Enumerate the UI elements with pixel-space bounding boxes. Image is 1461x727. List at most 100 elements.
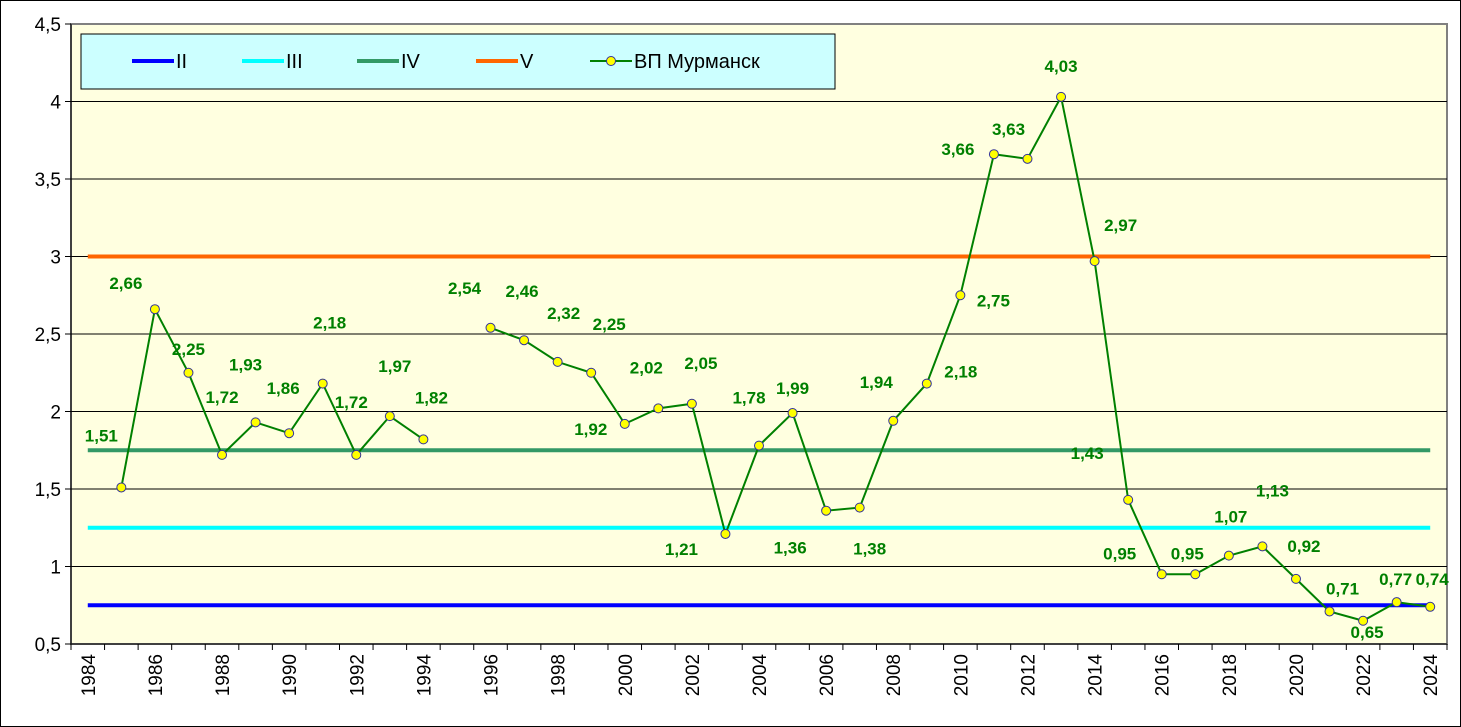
- data-point: [821, 505, 832, 516]
- data-label: 1,07: [1214, 508, 1247, 527]
- data-point: [921, 378, 932, 389]
- y-tick-label: 2,5: [35, 325, 61, 346]
- data-label: 2,46: [506, 282, 539, 301]
- legend-label: IV: [401, 51, 421, 73]
- y-tick-label: 1,5: [35, 480, 61, 501]
- x-tick-label: 2024: [1421, 654, 1442, 697]
- data-label: 1,43: [1071, 444, 1104, 463]
- data-point: [384, 411, 395, 422]
- data-label: 2,25: [172, 340, 205, 359]
- legend-label: III: [286, 51, 303, 73]
- data-label: 1,72: [335, 393, 368, 412]
- data-label: 1,13: [1256, 481, 1289, 500]
- data-point: [552, 356, 563, 367]
- data-label: 1,21: [665, 540, 698, 559]
- data-point: [1324, 606, 1335, 617]
- x-tick-label: 2020: [1287, 654, 1308, 696]
- data-point: [955, 290, 966, 301]
- x-tick-label: 2016: [1153, 654, 1174, 696]
- data-point: [1358, 615, 1369, 626]
- data-label: 2,18: [313, 314, 346, 333]
- data-point: [1056, 91, 1067, 102]
- data-label: 1,51: [85, 426, 118, 445]
- data-label: 1,78: [732, 389, 765, 408]
- data-label: 2,97: [1104, 216, 1137, 235]
- data-point: [653, 403, 664, 414]
- data-point: [1156, 569, 1167, 580]
- y-tick-label: 4: [50, 93, 61, 114]
- data-label: 1,38: [853, 540, 886, 559]
- legend-marker: [606, 56, 616, 66]
- x-tick-label: 2012: [1018, 654, 1039, 696]
- y-tick-label: 2: [50, 403, 61, 424]
- data-point: [754, 440, 764, 451]
- data-label: 2,02: [630, 358, 663, 377]
- data-label: 2,75: [977, 291, 1010, 310]
- data-point: [586, 367, 597, 378]
- x-tick-label: 1984: [79, 654, 100, 697]
- data-label: 2,25: [593, 315, 626, 334]
- x-tick-label: 1998: [549, 654, 570, 696]
- data-point: [351, 449, 362, 460]
- data-label: 1,82: [415, 388, 448, 407]
- data-point: [787, 408, 798, 419]
- data-point: [988, 149, 999, 160]
- data-label: 2,18: [944, 363, 977, 382]
- data-point: [284, 428, 295, 439]
- x-tick-label: 2004: [750, 654, 771, 697]
- data-point: [418, 434, 429, 445]
- data-point: [1391, 597, 1402, 608]
- data-point: [1089, 256, 1100, 267]
- y-tick-label: 1: [50, 558, 61, 579]
- data-point: [116, 482, 127, 493]
- data-point: [217, 449, 228, 460]
- data-label: 0,95: [1103, 544, 1136, 563]
- x-tick-label: 1996: [482, 654, 503, 696]
- data-point: [317, 378, 328, 389]
- x-tick-label: 2006: [817, 654, 838, 696]
- data-point: [1223, 550, 1234, 561]
- data-label: 2,32: [547, 304, 580, 323]
- data-label: 4,03: [1045, 57, 1078, 76]
- data-label: 3,63: [992, 120, 1025, 139]
- y-tick-label: 3,5: [35, 170, 61, 191]
- data-label: 2,05: [684, 354, 717, 373]
- data-point: [1425, 601, 1436, 612]
- data-point: [1257, 541, 1268, 552]
- data-label: 0,92: [1287, 537, 1320, 556]
- data-point: [485, 322, 496, 333]
- data-label: 0,74: [1416, 570, 1450, 589]
- legend: II III IV V ВП Мурманск: [80, 33, 836, 90]
- x-tick-label: 2018: [1220, 654, 1241, 696]
- data-label: 2,66: [109, 274, 142, 293]
- data-point: [1190, 569, 1201, 580]
- data-label: 1,97: [378, 357, 411, 376]
- legend-label: ВП Мурманск: [634, 51, 760, 73]
- legend-label: V: [520, 51, 534, 73]
- x-tick-label: 2008: [884, 654, 905, 696]
- x-tick-label: 1992: [347, 654, 368, 696]
- x-tick-label: 2022: [1354, 654, 1375, 696]
- y-tick-label: 0,5: [35, 635, 61, 656]
- x-tick-label: 2002: [683, 654, 704, 696]
- x-tick-label: 1990: [280, 654, 301, 696]
- data-point: [183, 367, 194, 378]
- x-tick-label: 2000: [616, 654, 637, 696]
- data-label: 1,86: [267, 379, 300, 398]
- data-label: 0,95: [1171, 544, 1204, 563]
- data-label: 0,77: [1379, 570, 1412, 589]
- data-label: 1,36: [774, 539, 807, 558]
- data-label: 3,66: [941, 140, 974, 159]
- legend-box: [80, 33, 836, 90]
- series-line: [120, 306, 424, 488]
- data-label: 2,54: [448, 279, 482, 298]
- data-label: 0,71: [1326, 579, 1359, 598]
- data-point: [854, 502, 865, 513]
- data-point: [619, 418, 630, 429]
- data-label: 1,94: [860, 373, 894, 392]
- data-label: 1,92: [574, 420, 607, 439]
- data-point: [1290, 573, 1301, 584]
- data-label: 1,99: [776, 379, 809, 398]
- data-point: [1022, 153, 1033, 164]
- y-tick-label: 4,5: [35, 15, 61, 36]
